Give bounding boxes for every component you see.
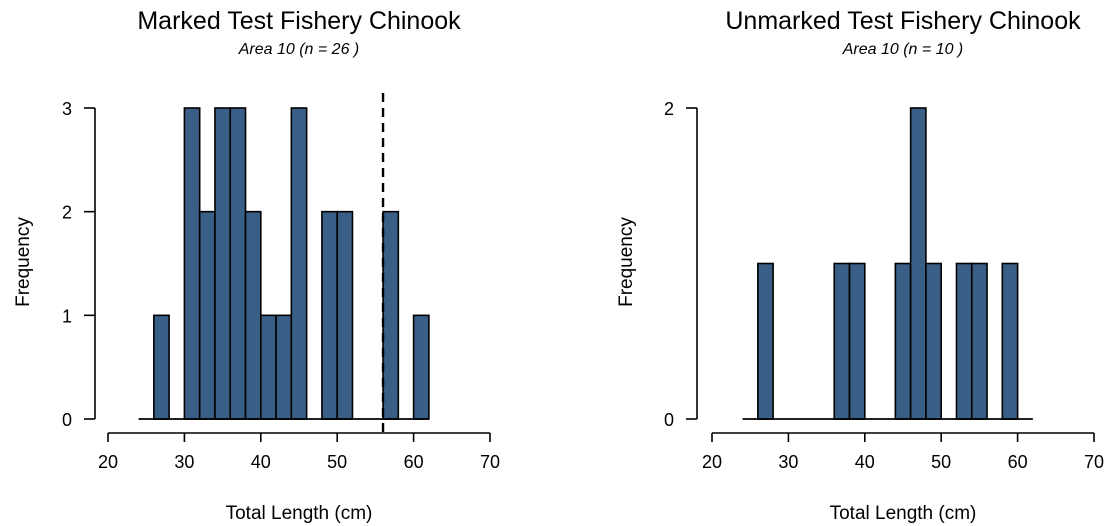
unmarked-x-tick-label-50: 50 bbox=[931, 452, 951, 472]
unmarked-bar-44 bbox=[894, 262, 912, 420]
marked-y-tick-label-1: 1 bbox=[62, 306, 72, 326]
unmarked-y-tick-label-2: 2 bbox=[664, 99, 674, 119]
marked-y-tick-label-0: 0 bbox=[62, 410, 72, 430]
unmarked-bars bbox=[742, 107, 1033, 420]
unmarked-bar-38 bbox=[848, 262, 866, 420]
unmarked-bar-54 bbox=[970, 262, 988, 420]
marked-x-tick-label-20: 20 bbox=[98, 452, 118, 472]
marked-bar-36 bbox=[229, 107, 247, 420]
unmarked-chart-subtitle: Area 10 (n = 10 ) bbox=[842, 41, 964, 58]
unmarked-bar-46 bbox=[909, 107, 927, 420]
marked-x-tick-label-70: 70 bbox=[480, 452, 500, 472]
marked-bar-60 bbox=[412, 314, 430, 420]
unmarked-x-axis-label: Total Length (cm) bbox=[830, 503, 977, 524]
marked-x-axis-label: Total Length (cm) bbox=[226, 503, 373, 524]
marked-y-axis-label: Frequency bbox=[13, 217, 34, 307]
unmarked-x-tick-label-30: 30 bbox=[778, 452, 798, 472]
marked-bar-32 bbox=[198, 210, 216, 420]
marked-bars bbox=[138, 107, 430, 420]
unmarked-bar-58 bbox=[1001, 262, 1019, 420]
unmarked-y-axis-label: Frequency bbox=[616, 217, 637, 307]
unmarked-chart-title: Unmarked Test Fishery Chinook bbox=[725, 7, 1081, 35]
marked-bar-44 bbox=[290, 107, 308, 420]
marked-y-tick-label-3: 3 bbox=[62, 99, 72, 119]
marked-chart-subtitle: Area 10 (n = 26 ) bbox=[238, 41, 360, 58]
unmarked-bar-48 bbox=[925, 262, 942, 420]
marked-bar-50 bbox=[336, 210, 354, 420]
marked-bar-40 bbox=[259, 314, 277, 420]
marked-x-tick-label-30: 30 bbox=[174, 452, 194, 472]
marked-x-tick-label-60: 60 bbox=[404, 452, 424, 472]
marked-bar-38 bbox=[244, 210, 262, 420]
marked-bar-48 bbox=[321, 210, 339, 420]
unmarked-bar-26 bbox=[757, 262, 774, 420]
unmarked-x-tick-label-40: 40 bbox=[855, 452, 875, 472]
marked-bar-42 bbox=[275, 314, 293, 420]
marked-bar-26 bbox=[153, 314, 170, 420]
unmarked-x-tick-label-70: 70 bbox=[1084, 452, 1104, 472]
unmarked-x-tick-label-60: 60 bbox=[1008, 452, 1028, 472]
marked-x-tick-label-40: 40 bbox=[251, 452, 271, 472]
marked-x-axis: 20 30 40 50 60 70 bbox=[98, 432, 500, 472]
marked-x-tick-label-50: 50 bbox=[327, 452, 347, 472]
marked-y-axis: 0 1 2 3 bbox=[62, 99, 96, 430]
unmarked-x-axis: 20 30 40 50 60 70 bbox=[702, 432, 1104, 472]
marked-bar-34 bbox=[214, 107, 232, 420]
marked-y-tick-label-2: 2 bbox=[62, 203, 72, 223]
unmarked-y-tick-label-0: 0 bbox=[664, 410, 674, 430]
marked-chart-title: Marked Test Fishery Chinook bbox=[137, 7, 461, 35]
unmarked-bar-36 bbox=[833, 262, 851, 420]
unmarked-x-tick-label-20: 20 bbox=[702, 452, 722, 472]
marked-bar-56 bbox=[382, 210, 400, 420]
marked-bar-30 bbox=[183, 107, 201, 420]
unmarked-bar-52 bbox=[955, 262, 973, 420]
unmarked-y-axis: 02 bbox=[664, 99, 698, 430]
marked-histogram-panel: Marked Test Fishery Chinook Area 10 (n =… bbox=[13, 7, 500, 524]
unmarked-histogram-panel: Unmarked Test Fishery Chinook Area 10 (n… bbox=[616, 7, 1104, 524]
